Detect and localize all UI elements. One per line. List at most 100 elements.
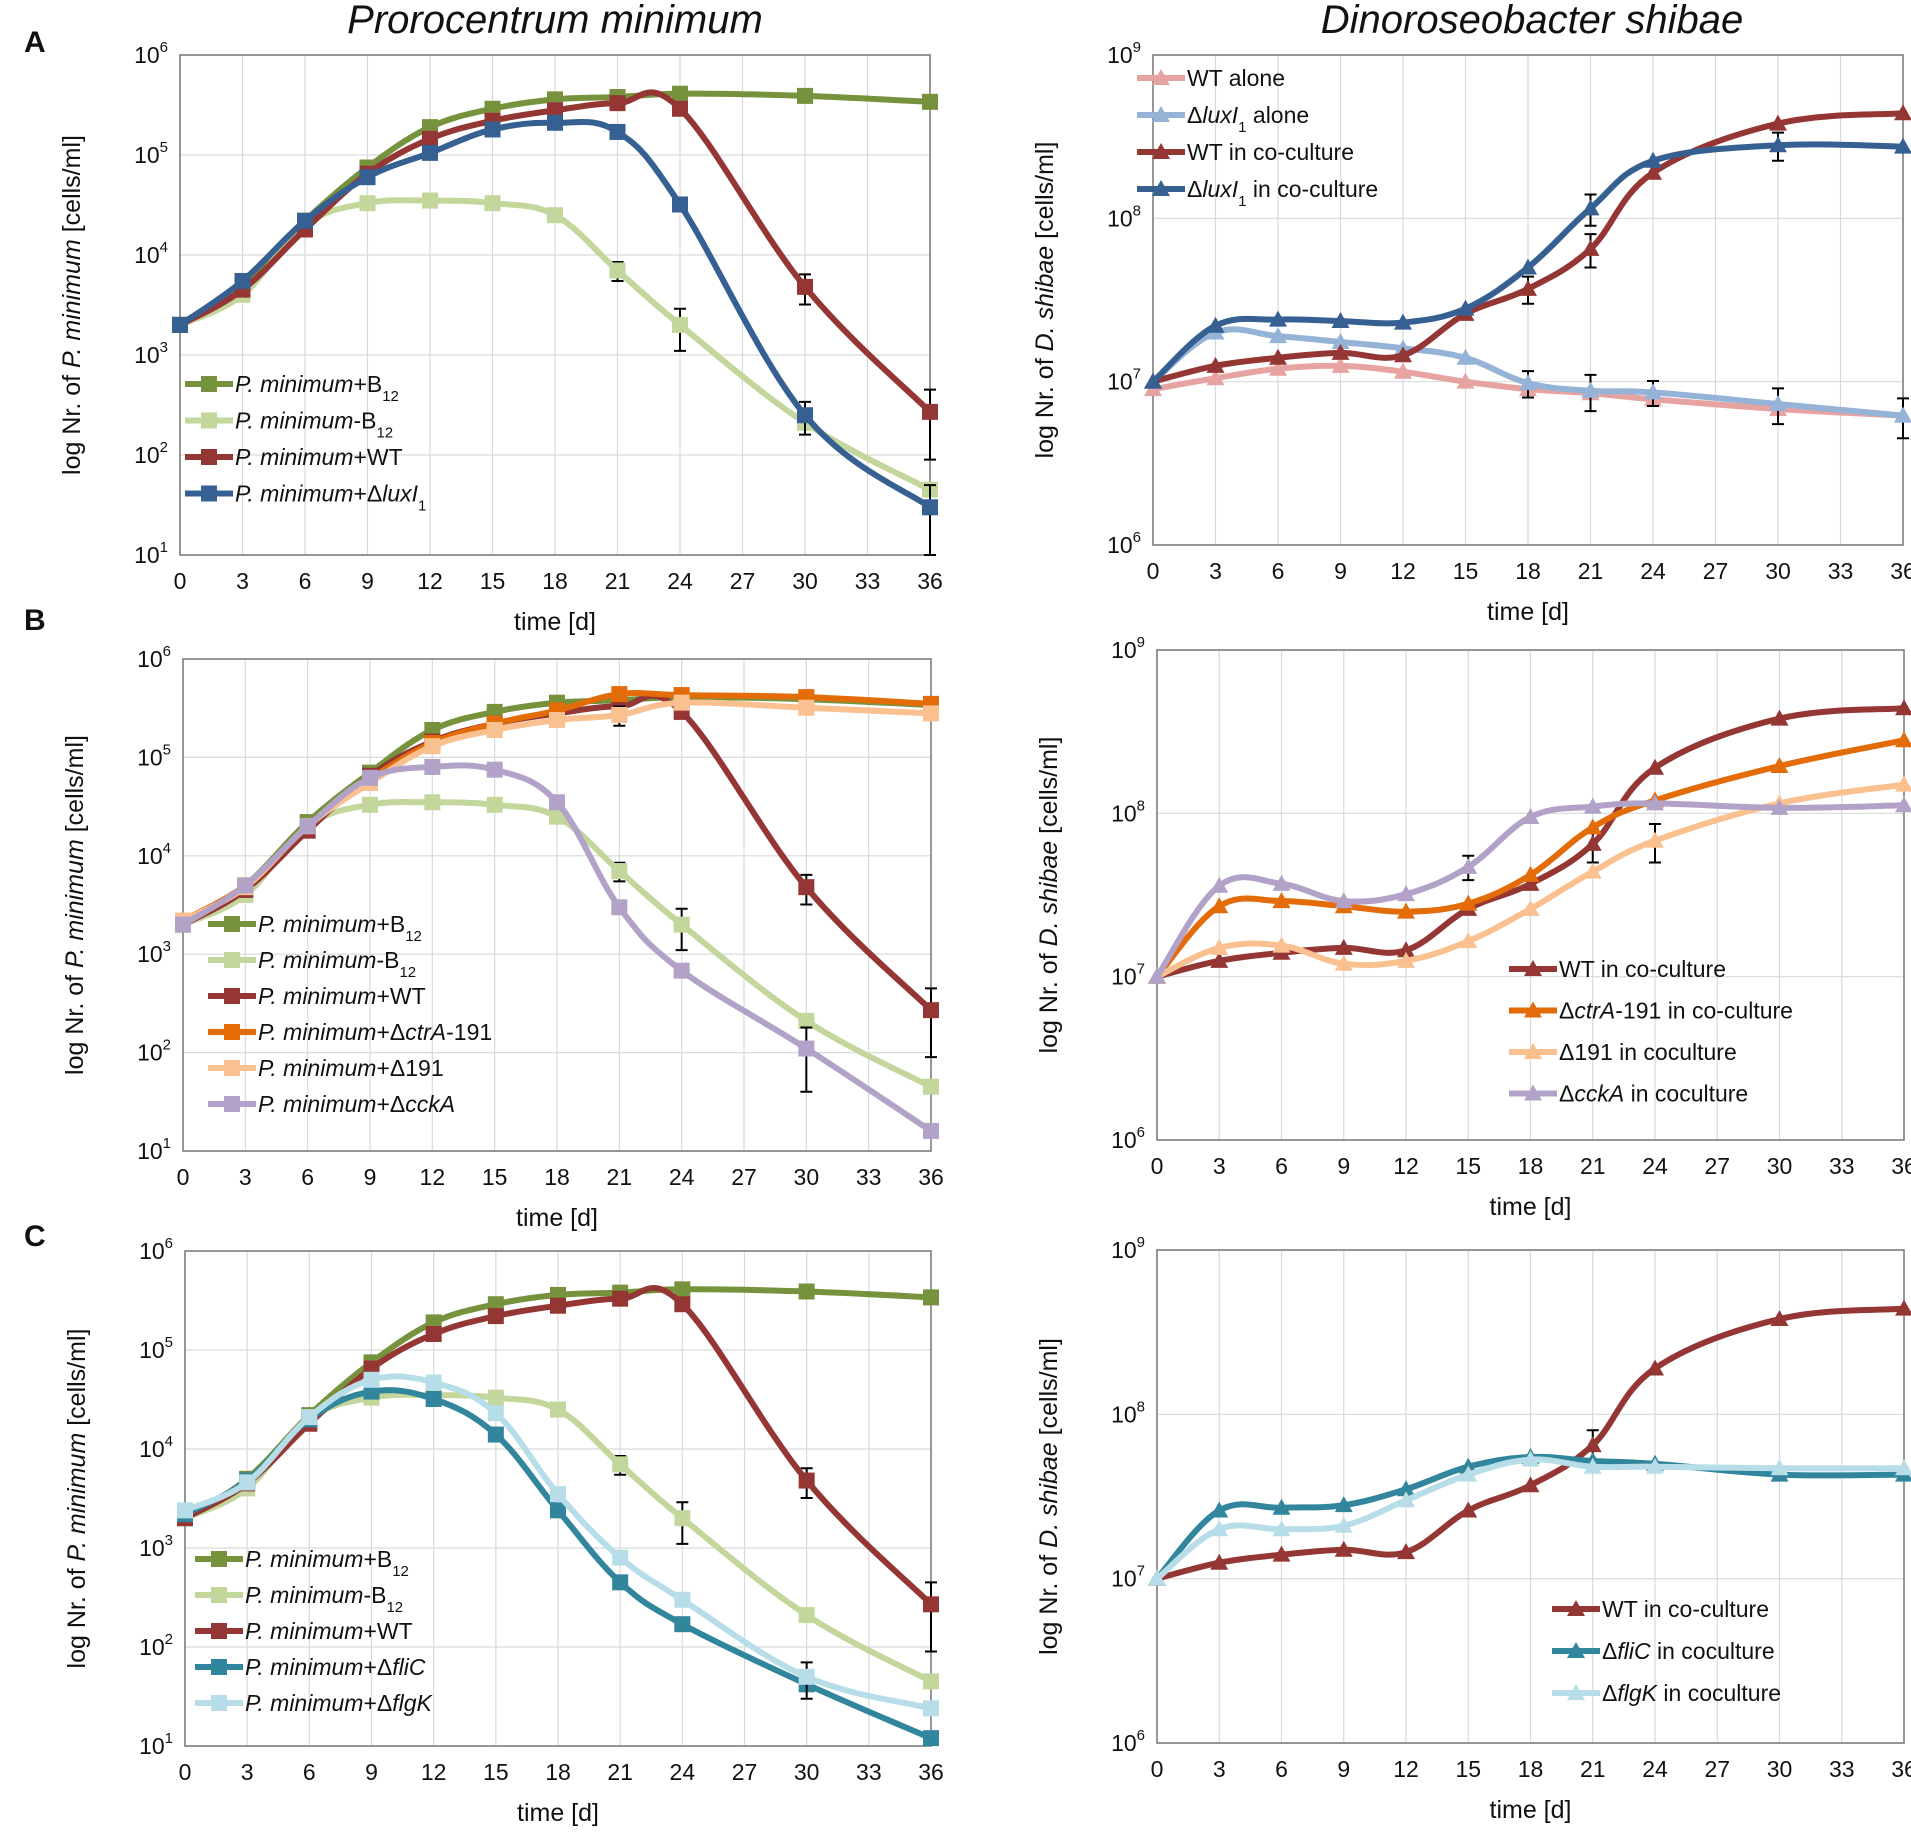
data-point [1397, 941, 1415, 958]
data-point [612, 1456, 629, 1473]
x-axis-label: time [d] [516, 1204, 598, 1232]
data-point [359, 195, 376, 212]
data-point [798, 1472, 815, 1489]
x-tick-label: 18 [545, 1759, 571, 1785]
data-point [674, 1281, 691, 1298]
x-tick-label: 3 [1213, 1756, 1226, 1782]
x-tick-label: 15 [480, 568, 506, 594]
data-point [1148, 967, 1166, 984]
legend-label: ΔctrA-191 in co-culture [1559, 998, 1793, 1024]
data-point [923, 1596, 939, 1613]
data-point [1583, 834, 1602, 851]
plot-frame [182, 658, 932, 1152]
series-line [180, 762, 934, 1134]
x-tick-label: 0 [177, 1164, 190, 1190]
error-bar [924, 388, 936, 461]
data-point [550, 1401, 566, 1418]
legend-marker [211, 1695, 227, 1711]
data-point [175, 916, 191, 933]
data-point [609, 123, 626, 140]
data-point [923, 1122, 939, 1139]
plot-frame [179, 54, 931, 556]
legend-marker [224, 916, 240, 932]
y-tick-label: 109 [1111, 1234, 1145, 1263]
data-point [422, 192, 438, 209]
data-point [798, 879, 815, 896]
x-tick-label: 21 [1578, 558, 1604, 584]
y-tick-label: 107 [1111, 961, 1145, 990]
legend-marker [211, 1551, 227, 1567]
x-tick-label: 0 [174, 568, 187, 594]
data-point [422, 130, 438, 147]
data-point [1394, 346, 1412, 363]
data-point [1334, 1496, 1353, 1513]
y-tick-label: 105 [139, 1334, 173, 1363]
x-tick-label: 36 [918, 1164, 944, 1190]
legend-label: ΔluxI1 alone [1187, 102, 1309, 136]
data-point [1521, 899, 1540, 916]
data-point [1895, 796, 1911, 813]
plot-frame [184, 1250, 932, 1747]
legend-label: ΔcckA in coculture [1559, 1081, 1748, 1107]
x-tick-label: 27 [731, 1164, 757, 1190]
y-tick-label: 109 [1107, 39, 1141, 68]
x-tick-label: 27 [730, 568, 756, 594]
legend-marker [211, 1659, 227, 1675]
data-point [1895, 775, 1911, 792]
data-point [549, 794, 565, 811]
x-tick-label: 15 [1455, 1153, 1481, 1179]
series-1 [1144, 323, 1911, 440]
series-2 [1148, 1450, 1911, 1586]
data-point [1646, 831, 1664, 848]
data-point [1272, 1520, 1291, 1537]
data-point [1210, 1501, 1229, 1518]
data-point [425, 1326, 442, 1343]
chart-C-left: 0 3 6 9 12 15 18 21 24 27 30 33 36101102103104105106… [63, 1235, 944, 1827]
charts-layer: 0 3 6 9 12 15 18 21 24 27 30 33 36101102103104105106… [58, 39, 1911, 1827]
data-point [923, 1078, 939, 1095]
data-point [1394, 313, 1412, 330]
data-point [923, 1673, 939, 1690]
data-point [424, 758, 441, 775]
x-tick-label: 30 [1767, 1153, 1793, 1179]
data-point [1334, 1540, 1353, 1557]
data-point [550, 1486, 566, 1503]
x-tick-label: 6 [1272, 558, 1285, 584]
data-point [1770, 1459, 1789, 1476]
data-point [297, 212, 313, 229]
data-point [609, 262, 626, 279]
data-point [1331, 356, 1350, 373]
legend-label: P. minimum+B12 [245, 1546, 409, 1580]
y-tick-label: 102 [134, 439, 168, 468]
data-point [1770, 709, 1789, 726]
data-point [549, 711, 565, 728]
data-point [923, 705, 939, 722]
y-axis-label: log Nr. of D. shibae [cells/ml] [1031, 142, 1059, 459]
data-point [922, 403, 938, 420]
x-tick-label: 30 [794, 1164, 820, 1190]
data-point [798, 1283, 815, 1300]
data-point [486, 761, 503, 778]
data-point [1206, 316, 1225, 333]
data-point [923, 1700, 939, 1717]
data-point [1206, 356, 1225, 373]
x-tick-label: 9 [365, 1759, 378, 1785]
legend-label: P. minimum+WT [258, 983, 426, 1009]
data-point [1521, 874, 1540, 891]
data-point [547, 207, 563, 224]
data-point [1895, 731, 1911, 748]
legend-marker [201, 412, 217, 429]
x-tick-label: 33 [856, 1164, 882, 1190]
legend-label: P. minimum+Δ191 [258, 1055, 444, 1081]
data-point [1521, 1450, 1540, 1467]
data-point [1581, 381, 1600, 398]
data-point [672, 100, 688, 117]
x-tick-label: 36 [918, 1759, 944, 1785]
right-column-title: Dinoroseobacter shibae [1321, 0, 1743, 42]
series-line [1150, 362, 1906, 419]
y-axis-label: log Nr. of P. minimum [cells/ml] [58, 135, 86, 475]
data-point [1397, 1480, 1415, 1497]
